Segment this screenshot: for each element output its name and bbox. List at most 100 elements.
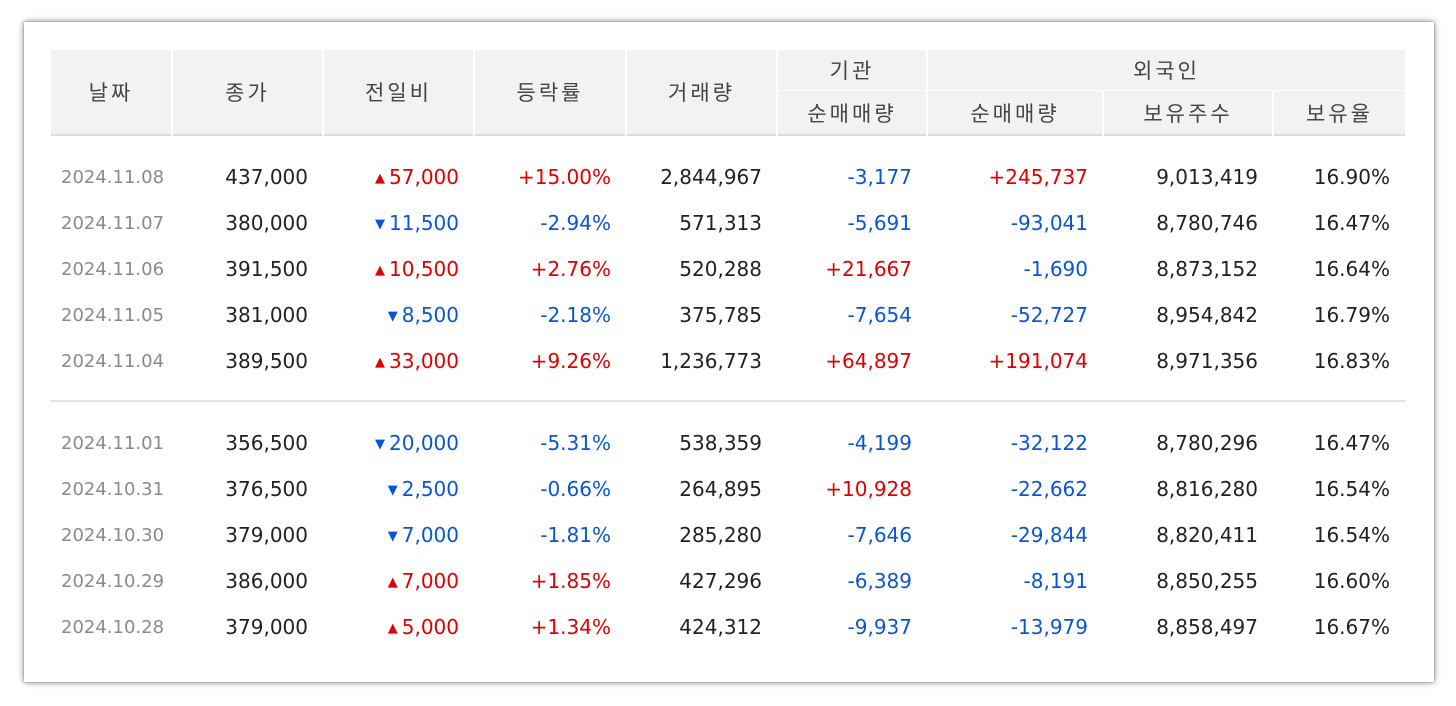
cell-close: 379,000 (225, 615, 308, 639)
cell-foreign-holding: 8,850,255 (1156, 569, 1258, 593)
cell-institution-net: -5,691 (847, 211, 912, 235)
cell-volume: 264,895 (679, 477, 762, 501)
spacer-cell (51, 384, 1405, 401)
table-row: 2024.11.08 437,000 ▲ 57,000 +15.00% 2,844,967… (51, 154, 1405, 200)
cell-change: ▲ 7,000 (323, 558, 474, 604)
cell-foreign-ratio: 16.47% (1313, 211, 1390, 235)
change-value: 7,000 (401, 569, 459, 593)
cell-institution-net: +10,928 (825, 477, 912, 501)
cell-date: 2024.11.05 (61, 304, 165, 326)
cell-rate: -1.81% (540, 523, 611, 547)
cell-close: 389,500 (225, 349, 308, 373)
daily-trading-table: 날짜 종가 전일비 등락률 거래량 기관 외국인 순매매량 순매매량 보유주수 … (51, 50, 1405, 650)
cell-foreign-ratio: 16.47% (1313, 431, 1390, 455)
cell-foreign-ratio: 16.67% (1313, 615, 1390, 639)
daily-trading-panel: 날짜 종가 전일비 등락률 거래량 기관 외국인 순매매량 순매매량 보유주수 … (24, 22, 1434, 682)
cell-volume: 1,236,773 (660, 349, 762, 373)
cell-volume: 375,785 (679, 303, 762, 327)
cell-date: 2024.11.08 (61, 166, 165, 188)
cell-rate: -2.18% (540, 303, 611, 327)
triangle-up-icon: ▲ (375, 263, 386, 278)
cell-foreign-net: -1,690 (1023, 257, 1088, 281)
cell-change: ▼ 8,500 (323, 292, 474, 338)
cell-foreign-holding: 8,858,497 (1156, 615, 1258, 639)
cell-change: ▼ 20,000 (323, 420, 474, 466)
cell-change: ▲ 10,500 (323, 246, 474, 292)
cell-date: 2024.11.07 (61, 212, 165, 234)
change-value: 7,000 (401, 523, 459, 547)
change-value: 2,500 (401, 477, 459, 501)
header-change: 전일비 (322, 50, 474, 135)
cell-close: 381,000 (225, 303, 308, 327)
cell-foreign-holding: 8,820,411 (1156, 523, 1258, 547)
cell-date: 2024.11.01 (61, 432, 165, 454)
cell-volume: 2,844,967 (660, 165, 762, 189)
header-foreign-holding: 보유주수 (1102, 90, 1273, 135)
cell-foreign-ratio: 16.54% (1313, 477, 1390, 501)
spacer-cell (51, 400, 1405, 420)
row-spacer (51, 135, 1405, 154)
cell-rate: -0.66% (540, 477, 611, 501)
table-header: 날짜 종가 전일비 등락률 거래량 기관 외국인 순매매량 순매매량 보유주수 … (51, 50, 1405, 135)
triangle-up-icon: ▲ (375, 171, 386, 186)
change-value: 11,500 (389, 211, 459, 235)
header-institution-group: 기관 (776, 50, 927, 91)
cell-volume: 424,312 (679, 615, 762, 639)
table-row: 2024.10.28 379,000 ▲ 5,000 +1.34% 424,312 -9,9… (51, 604, 1405, 650)
cell-rate: -5.31% (540, 431, 611, 455)
cell-foreign-net: -93,041 (1010, 211, 1088, 235)
change-value: 20,000 (389, 431, 459, 455)
cell-close: 376,500 (225, 477, 308, 501)
header-close: 종가 (171, 50, 323, 135)
change-value: 10,500 (389, 257, 459, 281)
cell-foreign-holding: 8,971,356 (1156, 349, 1258, 373)
cell-foreign-net: -52,727 (1010, 303, 1088, 327)
cell-institution-net: -3,177 (847, 165, 912, 189)
header-foreign-net: 순매매량 (926, 90, 1103, 135)
table-row: 2024.11.01 356,500 ▼ 20,000 -5.31% 538,359 -4,… (51, 420, 1405, 466)
table-row: 2024.10.30 379,000 ▼ 7,000 -1.81% 285,280 -7,6… (51, 512, 1405, 558)
cell-change: ▲ 33,000 (323, 338, 474, 384)
cell-volume: 520,288 (679, 257, 762, 281)
cell-volume: 285,280 (679, 523, 762, 547)
cell-volume: 571,313 (679, 211, 762, 235)
cell-institution-net: -4,199 (847, 431, 912, 455)
row-spacer (51, 384, 1405, 401)
cell-institution-net: +64,897 (825, 349, 912, 373)
cell-foreign-ratio: 16.79% (1313, 303, 1390, 327)
row-spacer (51, 400, 1405, 420)
cell-foreign-holding: 9,013,419 (1156, 165, 1258, 189)
cell-foreign-ratio: 16.60% (1313, 569, 1390, 593)
cell-rate: +1.34% (530, 615, 611, 639)
cell-foreign-holding: 8,780,296 (1156, 431, 1258, 455)
header-institution-net: 순매매량 (776, 90, 927, 135)
cell-date: 2024.11.06 (61, 258, 165, 280)
cell-foreign-holding: 8,954,842 (1156, 303, 1258, 327)
triangle-down-icon: ▼ (387, 309, 398, 324)
header-rate: 등락률 (473, 50, 626, 135)
change-value: 8,500 (401, 303, 459, 327)
table-row: 2024.10.29 386,000 ▲ 7,000 +1.85% 427,296 -6,3… (51, 558, 1405, 604)
header-foreign-group: 외국인 (926, 50, 1405, 91)
table-row: 2024.10.31 376,500 ▼ 2,500 -0.66% 264,895 +10,… (51, 466, 1405, 512)
cell-date: 2024.10.31 (61, 478, 165, 500)
cell-institution-net: -6,389 (847, 569, 912, 593)
cell-change: ▼ 11,500 (323, 200, 474, 246)
cell-foreign-net: -29,844 (1010, 523, 1088, 547)
cell-change: ▲ 5,000 (323, 604, 474, 650)
triangle-down-icon: ▼ (387, 529, 398, 544)
cell-close: 356,500 (225, 431, 308, 455)
cell-foreign-holding: 8,816,280 (1156, 477, 1258, 501)
cell-close: 380,000 (225, 211, 308, 235)
header-foreign-ratio: 보유율 (1272, 90, 1405, 135)
change-value: 57,000 (389, 165, 459, 189)
cell-volume: 538,359 (679, 431, 762, 455)
cell-institution-net: -7,654 (847, 303, 912, 327)
cell-rate: +15.00% (517, 165, 611, 189)
cell-close: 386,000 (225, 569, 308, 593)
cell-foreign-net: -13,979 (1010, 615, 1088, 639)
triangle-down-icon: ▼ (387, 483, 398, 498)
cell-date: 2024.10.30 (61, 524, 165, 546)
cell-close: 379,000 (225, 523, 308, 547)
cell-foreign-holding: 8,873,152 (1156, 257, 1258, 281)
